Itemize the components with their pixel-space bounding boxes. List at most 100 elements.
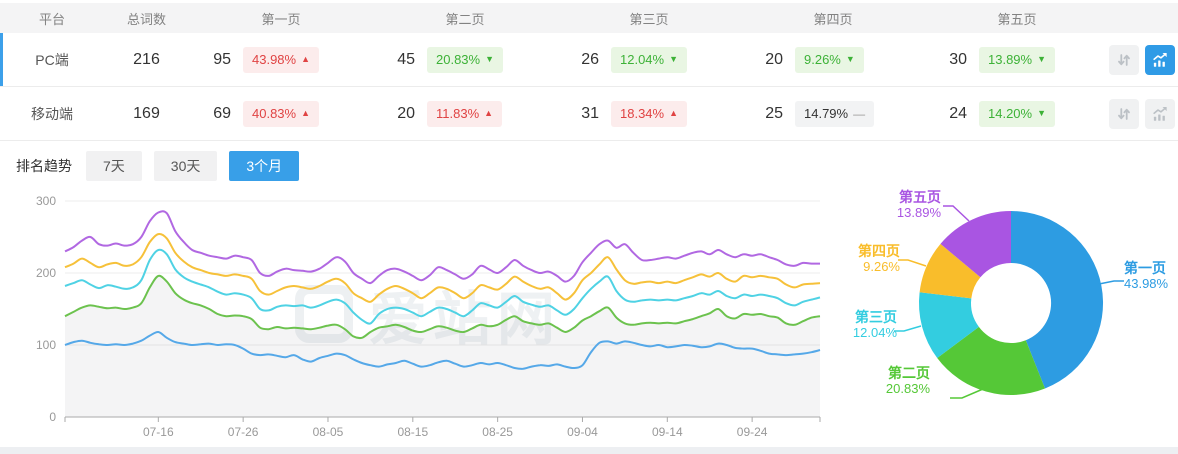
trend-arrow-icon: ▲ <box>484 108 494 118</box>
page-count: 20 <box>765 50 783 68</box>
percent-badge: 12.04% ▼ <box>611 46 688 73</box>
table-row[interactable]: PC端 216 95 43.98% ▲ 45 20.83% ▼ 26 12.04… <box>0 33 1178 87</box>
x-axis-label: 07-26 <box>228 425 259 439</box>
percent-value: 13.89% <box>988 52 1033 67</box>
platform-label: PC端 <box>35 51 69 68</box>
trend-toolbar: 排名趋势 7天 30天 3个月 <box>0 142 1178 190</box>
pie-label-page1: 第一页 43.98% <box>1124 260 1169 291</box>
x-axis-label: 09-14 <box>652 425 683 439</box>
trend-line-chart: 07-16 07-26 08-05 08-15 08-25 09-04 09-14 09-24… <box>36 194 821 439</box>
x-axis-label: 08-15 <box>397 425 428 439</box>
donut-svg <box>894 205 1124 399</box>
column-header-page5: 第五页 <box>997 11 1037 27</box>
trend-arrow-icon: ▲ <box>669 108 679 118</box>
column-header-total: 总词数 <box>126 11 166 27</box>
pie-leader-line <box>898 259 927 267</box>
donut-slice <box>1011 210 1104 389</box>
percent-badge: 14.79% — <box>795 100 875 127</box>
percent-value: 40.83% <box>252 106 297 121</box>
trend-series-line <box>64 248 821 325</box>
x-axis-label: 08-25 <box>482 425 513 439</box>
percent-badge: 14.20% ▼ <box>979 100 1056 127</box>
x-axis-label: 07-16 <box>143 425 174 439</box>
page-count: 95 <box>213 50 231 68</box>
page-count: 26 <box>581 50 599 68</box>
pie-label-page3: 第三页 12.04% <box>852 309 897 340</box>
page-stat-cell: 95 43.98% ▲ <box>189 46 373 73</box>
page-count: 25 <box>765 104 783 122</box>
sort-arrows-icon <box>1118 107 1130 120</box>
pie-label-page4: 第四页 9.26% <box>858 243 900 274</box>
page-stat-cell: 25 14.79% — <box>741 100 925 127</box>
column-header-platform: 平台 <box>38 11 65 27</box>
page-stat-cell: 26 12.04% ▼ <box>557 46 741 73</box>
tab-7days[interactable]: 7天 <box>86 151 142 181</box>
percent-value: 18.34% <box>620 106 665 121</box>
page-count: 45 <box>397 50 415 68</box>
x-axis-label: 08-05 <box>313 425 344 439</box>
platform-label: 移动端 <box>31 105 73 122</box>
trend-section-title: 排名趋势 <box>16 158 72 174</box>
page-count: 30 <box>949 50 967 68</box>
page-stat-cell: 20 11.83% ▲ <box>373 100 557 127</box>
page-stat-cell: 69 40.83% ▲ <box>189 100 373 127</box>
trend-chart-toggle-button[interactable] <box>1145 98 1175 129</box>
percent-value: 9.26% <box>804 52 841 67</box>
percent-badge: 13.89% ▼ <box>979 46 1056 73</box>
column-header-page4: 第四页 <box>813 11 853 27</box>
trend-series-line <box>64 210 821 285</box>
percent-value: 11.83% <box>436 106 480 121</box>
trend-arrow-icon: ▲ <box>301 54 311 64</box>
table-body: PC端 216 95 43.98% ▲ 45 20.83% ▼ 26 12.04… <box>0 33 1178 141</box>
trend-arrow-icon: ▼ <box>1037 54 1047 64</box>
page-count: 20 <box>397 104 415 122</box>
trend-arrow-icon: ▼ <box>669 54 679 64</box>
percent-value: 12.04% <box>620 52 665 67</box>
column-header-page2: 第二页 <box>445 11 485 27</box>
percent-badge: 18.34% ▲ <box>611 100 688 127</box>
page-stat-cell: 20 9.26% ▼ <box>741 46 925 73</box>
table-header: 平台 总词数 第一页 第二页 第三页 第四页 第五页 <box>0 3 1178 33</box>
total-words-value: 216 <box>133 50 160 68</box>
line-chart-icon <box>1153 52 1167 67</box>
trend-arrow-icon: ▼ <box>845 54 855 64</box>
page-distribution-chart: 第一页 43.98% 第二页 20.83% 第三页 12.04% 第四页 9.2… <box>838 180 1178 444</box>
page-count: 31 <box>581 104 599 122</box>
series-area-fill <box>65 275 820 417</box>
row-actions <box>1109 44 1178 75</box>
tab-30days[interactable]: 30天 <box>153 151 218 181</box>
trend-series-line <box>64 330 821 370</box>
trend-series-line <box>64 274 821 340</box>
page-stat-cell: 30 13.89% ▼ <box>925 46 1109 73</box>
table-row[interactable]: 移动端 169 69 40.83% ▲ 20 11.83% ▲ 31 18.34… <box>0 87 1178 141</box>
sort-button[interactable] <box>1109 98 1139 129</box>
trend-arrow-icon: ▼ <box>1037 108 1047 118</box>
donut-slice <box>919 243 981 299</box>
x-axis-label: 09-04 <box>567 425 598 439</box>
donut-slice <box>918 292 979 358</box>
column-header-page3: 第三页 <box>629 11 669 27</box>
pie-label-page2: 第二页 20.83% <box>885 365 930 396</box>
trend-arrow-icon: — <box>853 106 866 121</box>
sort-arrows-icon <box>1118 53 1130 66</box>
page-stat-cell: 45 20.83% ▼ <box>373 46 557 73</box>
pie-leader-line <box>1098 280 1124 285</box>
donut-slice <box>940 211 1011 278</box>
percent-badge: 43.98% ▲ <box>243 46 320 73</box>
percent-badge: 9.26% ▼ <box>795 46 864 73</box>
tab-3months[interactable]: 3个月 <box>229 151 300 181</box>
trend-chart-toggle-button[interactable] <box>1145 44 1175 75</box>
percent-badge: 11.83% ▲ <box>427 100 503 127</box>
page-stat-cell: 31 18.34% ▲ <box>557 100 741 127</box>
page-stat-cell: 24 14.20% ▼ <box>925 100 1109 127</box>
y-axis-label: 200 <box>36 266 56 280</box>
percent-value: 14.79% <box>804 106 849 121</box>
percent-badge: 20.83% ▼ <box>427 46 504 73</box>
percent-value: 14.20% <box>988 106 1033 121</box>
page-count: 69 <box>213 104 231 122</box>
y-axis-label: 100 <box>36 338 56 352</box>
total-words-value: 169 <box>133 104 160 122</box>
sort-button[interactable] <box>1109 44 1139 75</box>
pie-leader-line <box>943 205 970 222</box>
